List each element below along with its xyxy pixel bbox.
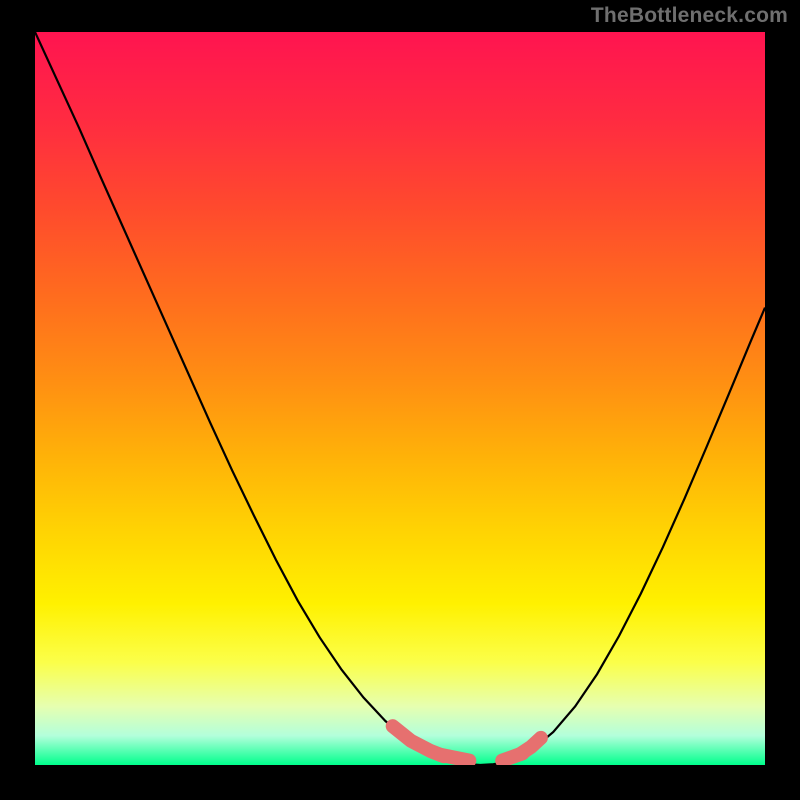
plot-area bbox=[35, 32, 765, 765]
chart-frame: TheBottleneck.com bbox=[0, 0, 800, 800]
source-label: TheBottleneck.com bbox=[591, 4, 788, 28]
marker-overlay bbox=[35, 32, 765, 765]
